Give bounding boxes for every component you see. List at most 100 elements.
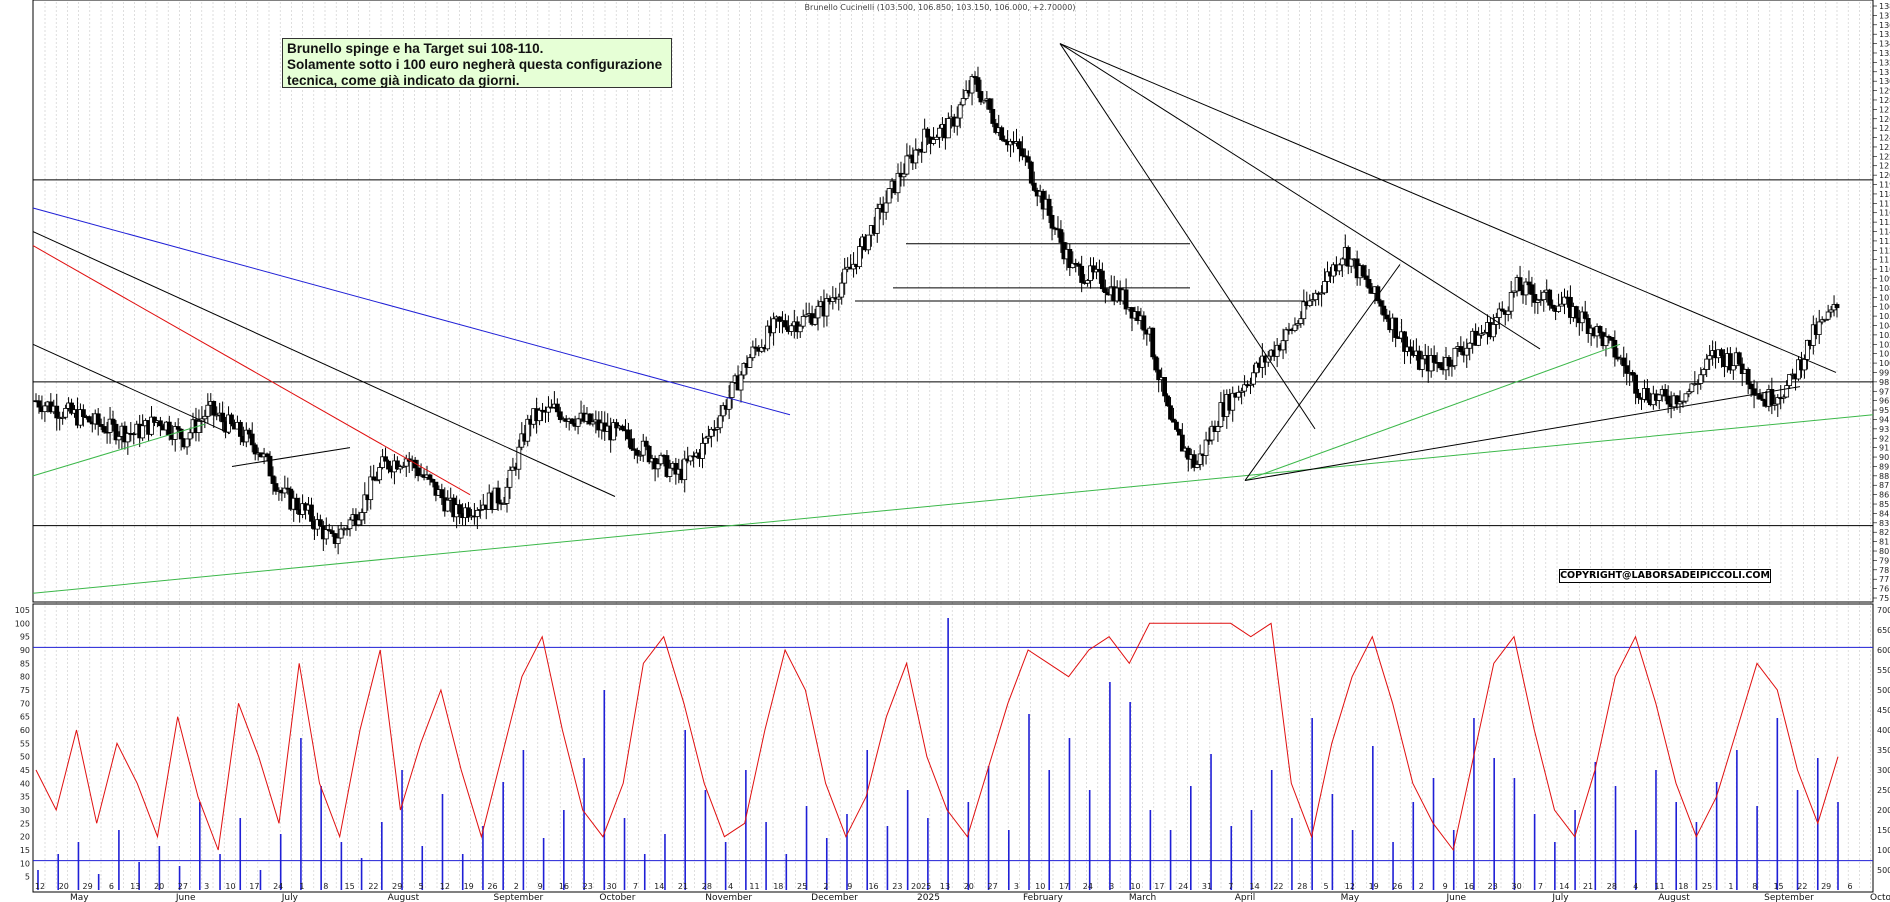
candle-body [380, 456, 385, 468]
candle-body [1322, 281, 1327, 294]
x-day-label: 19 [1369, 882, 1379, 891]
candle-body [1168, 405, 1173, 420]
candle-body [1319, 292, 1324, 295]
volume-tick-label: 60000 [1877, 646, 1890, 655]
candle-body [252, 444, 258, 455]
candle-body [1633, 374, 1638, 394]
candle-body [1194, 464, 1200, 468]
candle-body [1499, 308, 1505, 312]
candle-body [1177, 429, 1182, 436]
oscillator-tick-label: 20 [20, 833, 30, 842]
price-tick-label: 107 [1879, 293, 1890, 302]
candle-body [1562, 296, 1567, 305]
candle-body [439, 489, 445, 499]
candle-body [960, 98, 966, 106]
volume-tick-label: 50000 [1877, 686, 1890, 695]
x-day-label: 10 [225, 882, 235, 891]
price-tick-label: 99 [1879, 368, 1889, 377]
copyright-label: COPYRIGHT@LABORSADEIPICCOLI.COM [1559, 569, 1771, 583]
x-day-label: 30 [606, 882, 616, 891]
x-day-label: 3 [204, 882, 209, 891]
candle-body [1141, 315, 1147, 331]
candle-body [987, 98, 993, 110]
x-day-label: 12 [440, 882, 450, 891]
price-tick-label: 115 [1879, 218, 1890, 227]
candle-body [329, 530, 335, 534]
candle-body [1153, 356, 1159, 371]
candle-body [1058, 229, 1064, 243]
candle-body [1751, 388, 1757, 396]
candle-body [922, 128, 928, 153]
candle-body [1523, 281, 1529, 296]
price-tick-label: 135 [1879, 30, 1890, 39]
candle-body [1345, 247, 1351, 267]
x-month-label: October [1870, 893, 1890, 902]
candle-body [815, 305, 821, 319]
x-month-label: February [1023, 893, 1064, 902]
x-day-label: 8 [323, 882, 328, 891]
price-tick-label: 79 [1879, 556, 1889, 565]
candle-body [474, 509, 480, 517]
candle-body [1431, 355, 1437, 363]
x-day-label: 27 [988, 882, 998, 891]
price-tick-label: 120 [1879, 171, 1890, 180]
price-tick-label: 90 [1879, 453, 1889, 462]
candle-body [1251, 372, 1256, 385]
candle-body [1363, 275, 1369, 280]
candle-body [294, 497, 300, 511]
trend-line [32, 414, 1874, 594]
price-tick-label: 109 [1879, 275, 1890, 284]
candle-body [1049, 215, 1055, 229]
candle-body [999, 127, 1005, 141]
x-day-label: 5 [1324, 882, 1329, 891]
candle-body [611, 422, 617, 441]
candle-body [1612, 339, 1618, 358]
candle-body [63, 407, 69, 418]
candle-body [1301, 301, 1307, 320]
x-month-label: April [1235, 893, 1256, 902]
candle-body [883, 202, 889, 213]
candle-body [1339, 258, 1345, 266]
candle-body [1046, 198, 1052, 216]
candle-body [1822, 318, 1828, 321]
x-day-label: 14 [1559, 882, 1569, 891]
candle-body [368, 476, 374, 501]
candle-body [1274, 344, 1280, 357]
price-frame [32, 0, 1874, 603]
candle-body [1174, 421, 1179, 430]
candle-body [634, 449, 640, 456]
x-day-label: 9 [538, 882, 543, 891]
candle-body [1393, 317, 1399, 338]
x-day-label: 7 [1538, 882, 1543, 891]
candle-body [1002, 139, 1008, 142]
candle-body [777, 316, 782, 322]
x-day-label: 29 [392, 882, 402, 891]
price-tick-label: 121 [1879, 162, 1890, 171]
x-day-label: 2 [1419, 882, 1424, 891]
price-tick-label: 82 [1879, 528, 1889, 537]
x-day-label: 22 [368, 882, 378, 891]
candle-body [788, 325, 794, 332]
candle-body [706, 435, 711, 439]
candle-body [415, 467, 421, 477]
price-tick-label: 96 [1879, 397, 1889, 406]
candle-body [537, 409, 542, 422]
candle-body [1810, 324, 1816, 346]
x-day-label: 24 [1083, 882, 1093, 891]
price-tick-label: 124 [1879, 134, 1890, 143]
oscillator-tick-label: 25 [20, 819, 30, 828]
candle-body [1517, 277, 1523, 291]
candle-body [1248, 383, 1253, 386]
candle-body [587, 413, 593, 425]
x-day-label: 9 [1443, 882, 1448, 891]
candle-body [175, 426, 181, 430]
x-day-label: 15 [1773, 882, 1783, 891]
x-day-label: 21 [678, 882, 688, 891]
x-day-label: 26 [487, 882, 497, 891]
candle-body [1384, 314, 1390, 320]
candle-body [1556, 305, 1561, 312]
x-day-label: 11 [749, 882, 759, 891]
candle-body [765, 325, 771, 350]
candle-body [196, 420, 202, 433]
candle-body [554, 403, 560, 413]
